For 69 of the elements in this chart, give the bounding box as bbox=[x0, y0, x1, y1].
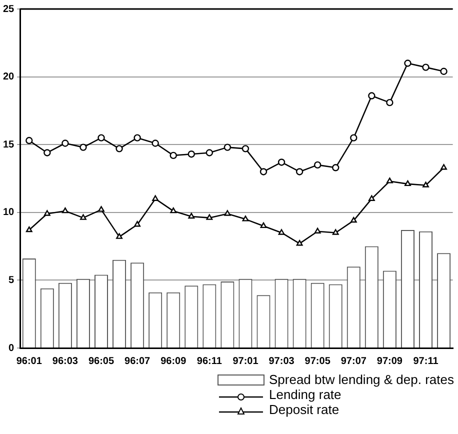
point bbox=[368, 92, 376, 100]
y-tick-label: 15 bbox=[3, 139, 15, 150]
point bbox=[224, 210, 231, 216]
point bbox=[368, 195, 375, 201]
y-tick-label: 25 bbox=[3, 4, 15, 15]
point bbox=[62, 207, 68, 214]
y-tick-label: 5 bbox=[8, 274, 15, 286]
x-tick-label: 97:07 bbox=[340, 356, 367, 367]
point bbox=[278, 229, 285, 235]
point bbox=[170, 152, 177, 160]
x-tick-label: 96:07 bbox=[124, 356, 151, 367]
point bbox=[98, 134, 105, 142]
x-tick-label: 97:09 bbox=[376, 356, 403, 367]
point bbox=[170, 207, 177, 214]
x-tick-label: 96:09 bbox=[160, 356, 187, 367]
point bbox=[386, 98, 394, 106]
point bbox=[80, 214, 86, 220]
point bbox=[332, 164, 340, 172]
x-tick-label: 96:05 bbox=[88, 356, 114, 367]
point bbox=[188, 212, 195, 219]
point bbox=[296, 168, 304, 176]
y-tick-label: 20 bbox=[3, 72, 15, 83]
series-label: Spread btw lending & dep. rates bbox=[268, 372, 454, 387]
point bbox=[404, 60, 412, 67]
point bbox=[26, 136, 33, 144]
legend-label: Deposit rate bbox=[268, 402, 340, 417]
point bbox=[386, 178, 393, 184]
point bbox=[44, 149, 51, 156]
point bbox=[440, 164, 447, 170]
x-tick-label: 96:11 bbox=[196, 356, 222, 367]
point bbox=[440, 68, 448, 75]
x-tick-label: 97:03 bbox=[268, 356, 295, 367]
y-tick-label: 10 bbox=[3, 207, 15, 218]
point bbox=[206, 149, 214, 156]
point bbox=[314, 228, 321, 234]
point bbox=[350, 134, 358, 142]
point bbox=[188, 150, 195, 158]
point bbox=[224, 144, 232, 151]
point bbox=[332, 229, 339, 235]
point bbox=[134, 221, 141, 227]
point bbox=[278, 158, 286, 166]
point bbox=[116, 145, 123, 152]
point bbox=[44, 210, 50, 216]
y-tick-label: 0 bbox=[8, 342, 15, 354]
point bbox=[242, 216, 249, 222]
x-tick-label: 96:03 bbox=[52, 356, 78, 367]
point bbox=[206, 214, 213, 220]
point bbox=[80, 144, 87, 151]
point bbox=[242, 145, 250, 152]
point bbox=[116, 233, 122, 239]
x-tick-label: 96:01 bbox=[16, 356, 42, 367]
x-tick-label: 97:05 bbox=[304, 356, 331, 367]
point bbox=[98, 206, 104, 212]
point bbox=[350, 216, 357, 223]
point bbox=[260, 222, 267, 228]
point bbox=[314, 161, 322, 169]
x-tick-label: 97:01 bbox=[232, 356, 259, 367]
point bbox=[296, 240, 303, 246]
point bbox=[62, 140, 69, 147]
point bbox=[152, 195, 159, 201]
point bbox=[134, 134, 141, 142]
legend-label: Lending rate bbox=[268, 387, 342, 402]
point bbox=[422, 64, 430, 71]
point bbox=[152, 140, 159, 147]
x-tick-label: 97:11 bbox=[413, 356, 439, 367]
point bbox=[260, 168, 268, 176]
point bbox=[26, 226, 32, 232]
point bbox=[422, 182, 429, 188]
point bbox=[404, 180, 411, 186]
